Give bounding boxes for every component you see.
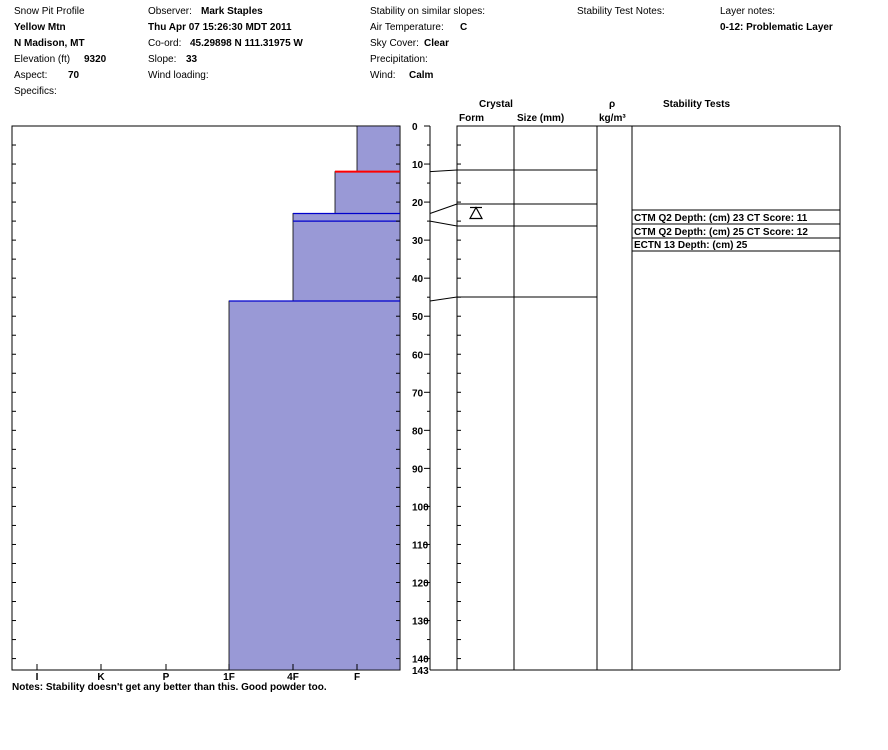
depth-tick-label: 0 — [412, 122, 418, 133]
depth-tick-label: 70 — [412, 388, 424, 399]
air-temperature-label: Air Temperature: — [370, 22, 444, 33]
hardness-tick-label: 4F — [287, 672, 299, 683]
crystal-header: Crystal — [479, 99, 513, 110]
depth-tick-label: 60 — [412, 350, 424, 361]
stability-similar-slopes-label: Stability on similar slopes: — [370, 6, 486, 17]
layer-connector-line — [429, 220, 458, 227]
page-title: Snow Pit Profile — [14, 6, 85, 17]
depth-tick-label: 100 — [412, 502, 429, 513]
crystal-table-frame — [456, 125, 633, 671]
depth-tick-label: 110 — [412, 540, 429, 551]
hardness-tick-label: I — [36, 672, 39, 683]
form-header: Form — [459, 113, 484, 124]
hardness-layer-bar — [356, 125, 401, 173]
wind-loading-label: Wind loading: — [148, 70, 209, 81]
crystal-form-icon — [468, 206, 484, 220]
density-unit-header: kg/m³ — [599, 113, 626, 124]
specifics-label: Specifics: — [14, 86, 57, 97]
hardness-layer-bar — [292, 213, 401, 302]
sky-cover-label: Sky Cover: — [370, 38, 419, 49]
observer-value: Mark Staples — [201, 6, 263, 17]
depth-tick-label: 140 — [412, 655, 429, 666]
depth-tick-label: 20 — [412, 198, 424, 209]
depth-tick-label: 130 — [412, 617, 429, 628]
layer-connector-line — [429, 296, 458, 302]
layer-notes-label: Layer notes: — [720, 6, 776, 17]
slope-value: 33 — [186, 54, 198, 65]
coord-label: Co-ord: — [148, 38, 182, 49]
hardness-tick-label: F — [354, 672, 360, 683]
size-header: Size (mm) — [517, 113, 565, 124]
wind-label: Wind: — [370, 70, 396, 81]
region-name: N Madison, MT — [14, 38, 85, 49]
depth-tick-label: 10 — [412, 160, 424, 171]
depth-tick-label: 50 — [412, 312, 424, 323]
layer-notes-value: 0-12: Problematic Layer — [720, 22, 833, 33]
location-name: Yellow Mtn — [14, 22, 66, 33]
sky-cover-value: Clear — [424, 38, 450, 49]
hardness-layer-bar — [228, 300, 401, 671]
density-symbol-header: ρ — [609, 99, 616, 110]
hardness-layer-bar — [334, 171, 401, 214]
depth-tick-label: 120 — [412, 579, 429, 590]
observer-label: Observer: — [148, 6, 192, 17]
aspect-value: 70 — [68, 70, 80, 81]
depth-tick-label: 30 — [412, 236, 424, 247]
hardness-tick-label: K — [97, 672, 105, 683]
coord-value: 45.29898 N 111.31975 W — [190, 38, 303, 49]
hardness-tick-label: P — [163, 672, 170, 683]
notes-text: Notes: Stability doesn't get any better … — [12, 682, 327, 693]
depth-tick-label: 40 — [412, 274, 424, 285]
elevation-label: Elevation (ft) — [14, 54, 71, 65]
depth-tick-label: 80 — [412, 426, 424, 437]
layer-connector-line — [429, 169, 458, 173]
observation-datetime: Thu Apr 07 15:26:30 MDT 2011 — [148, 22, 292, 33]
stability-test-notes-label: Stability Test Notes: — [577, 6, 665, 17]
stability-test-entry: CTM Q2 Depth: (cm) 23 CT Score: 11 — [634, 213, 808, 224]
air-temperature-value: C — [460, 22, 468, 33]
wind-value: Calm — [409, 70, 434, 81]
triangle-icon — [468, 206, 484, 220]
hardness-tick-label: 1F — [223, 672, 235, 683]
stability-test-entry: CTM Q2 Depth: (cm) 25 CT Score: 12 — [634, 227, 808, 238]
stability-test-entry: ECTN 13 Depth: (cm) 25 — [634, 240, 748, 251]
slope-label: Slope: — [148, 54, 177, 65]
layer-connector-line — [429, 203, 458, 214]
aspect-label: Aspect: — [14, 70, 48, 81]
stability-tests-header: Stability Tests — [663, 99, 731, 110]
precipitation-label: Precipitation: — [370, 54, 428, 65]
depth-tick-label: 90 — [412, 464, 424, 475]
elevation-value: 9320 — [84, 54, 107, 65]
depth-tick-label: 143 — [412, 666, 429, 677]
